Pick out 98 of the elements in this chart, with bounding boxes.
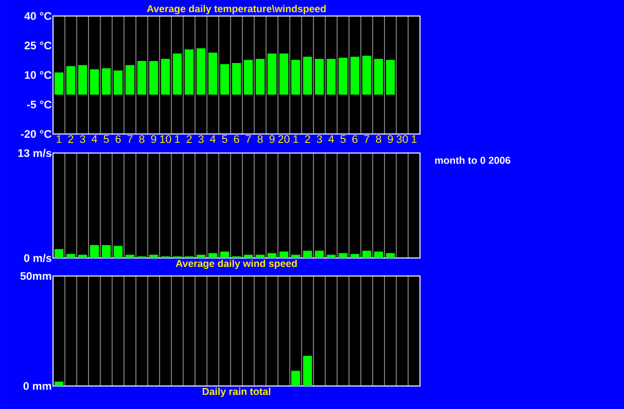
bar — [184, 49, 194, 95]
bar — [303, 250, 312, 258]
bar — [314, 250, 324, 258]
x-tick-label: 1 — [412, 135, 417, 143]
bar — [291, 370, 300, 386]
x-tick-label: 5 — [104, 135, 109, 143]
bar — [161, 58, 170, 95]
x-tick-label: 2 — [68, 135, 74, 143]
x-tick-label: 1 — [56, 135, 62, 143]
x-tick-label: 7 — [364, 135, 370, 143]
x-tick-label: 8 — [258, 135, 263, 143]
bar — [386, 253, 395, 258]
bar — [244, 254, 253, 258]
text: month to 0 2006 — [435, 156, 510, 164]
bar — [291, 60, 300, 95]
bar — [244, 60, 253, 95]
bar — [149, 254, 158, 258]
bar — [126, 254, 134, 258]
x-tick-label: 3 — [80, 135, 86, 143]
x-tick-label: 4 — [92, 135, 98, 143]
bar — [54, 72, 64, 95]
chart-title: Average daily temperature\windspeed — [146, 4, 326, 14]
x-tick-label: 8 — [376, 135, 382, 143]
bar — [102, 245, 111, 258]
bar — [102, 68, 111, 95]
bar — [149, 61, 158, 95]
bar — [303, 356, 312, 386]
x-tick-label: 6 — [116, 135, 121, 143]
bar — [268, 54, 276, 95]
x-tick-label: 7 — [246, 135, 251, 143]
x-tick-label: 10 — [160, 135, 172, 143]
text: Daily rain total — [202, 388, 270, 397]
bar — [137, 61, 146, 95]
y-tick-label: -20 °C — [20, 130, 52, 138]
bar — [114, 246, 123, 258]
x-tick-label: 2 — [186, 135, 192, 143]
bar — [374, 252, 384, 258]
y-tick-label: -5 °C — [27, 100, 52, 108]
bar — [196, 254, 206, 258]
x-tick-label: 30 — [396, 135, 408, 143]
bar — [362, 250, 372, 258]
bar — [54, 249, 64, 258]
x-tick-label: 1 — [293, 135, 298, 143]
bar — [326, 58, 336, 95]
bar — [90, 245, 99, 258]
x-tick-label: 6 — [234, 135, 240, 143]
bar — [256, 58, 265, 95]
bar — [78, 65, 88, 95]
y-tick-label: 0 m/s — [24, 254, 52, 262]
bar — [279, 252, 288, 258]
bar — [338, 58, 348, 95]
bar — [232, 63, 241, 95]
y-tick-label: 25 °C — [24, 42, 52, 50]
bar — [374, 58, 384, 95]
y-tick-label: 40 °C — [24, 12, 52, 20]
x-tick-label: 1 — [175, 135, 180, 143]
x-tick-label: 20 — [278, 135, 290, 143]
bar — [208, 52, 218, 95]
bar — [350, 56, 360, 95]
bar — [220, 252, 230, 258]
bar — [386, 60, 395, 95]
x-tick-label: 9 — [388, 135, 393, 143]
bar — [220, 64, 230, 95]
y-tick-label: 10 °C — [24, 71, 52, 79]
bar — [114, 70, 123, 95]
y-tick-label: 0 mm — [24, 382, 52, 390]
bar — [172, 54, 182, 95]
x-tick-label: 7 — [127, 135, 132, 143]
bar — [90, 69, 99, 95]
x-tick-label: 4 — [210, 135, 216, 143]
bar — [303, 56, 312, 95]
x-tick-label: 6 — [352, 135, 358, 143]
bar — [78, 254, 88, 258]
bar — [362, 56, 372, 95]
text: Average daily wind speed — [176, 260, 297, 270]
bar — [208, 253, 218, 258]
bar — [314, 58, 324, 95]
bar — [126, 65, 134, 95]
x-tick-label: 5 — [222, 135, 228, 143]
bar — [66, 66, 76, 95]
x-tick-label: 4 — [328, 135, 334, 143]
x-tick-label: 5 — [340, 135, 346, 143]
x-tick-label: 3 — [198, 135, 204, 143]
bar — [66, 254, 76, 258]
bar — [279, 54, 288, 95]
y-tick-label: 50mm — [20, 272, 52, 280]
x-tick-label: 9 — [269, 135, 275, 143]
bar — [196, 48, 206, 95]
x-tick-label: 9 — [151, 135, 156, 143]
bar — [268, 253, 276, 258]
bar — [54, 382, 64, 386]
x-tick-label: 2 — [305, 135, 310, 143]
y-tick-label: 13 m/s — [18, 148, 52, 158]
bar — [338, 253, 348, 258]
bar — [256, 254, 265, 258]
x-tick-label: 8 — [139, 135, 144, 143]
bar — [350, 254, 360, 258]
x-tick-label: 3 — [316, 135, 322, 143]
